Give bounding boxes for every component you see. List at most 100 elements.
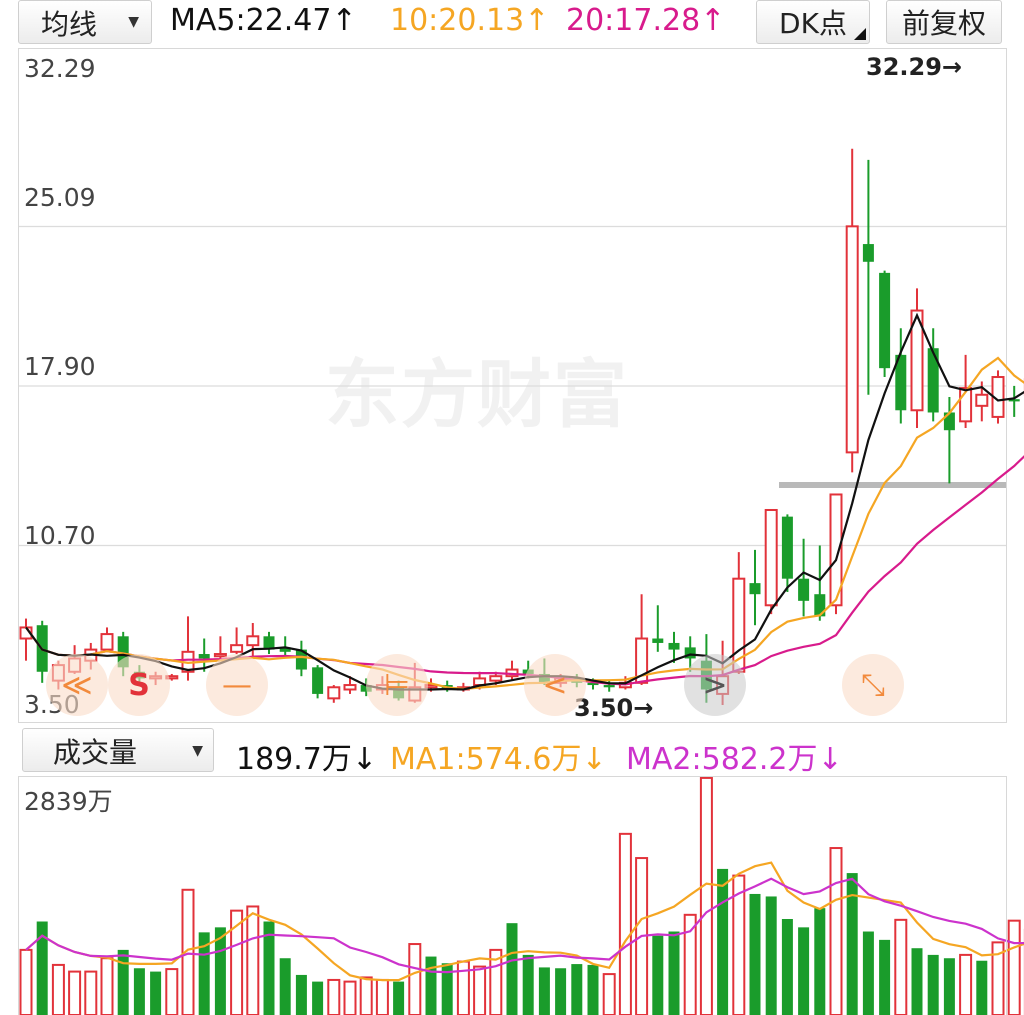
candle-body [246,635,260,647]
expand-icon[interactable]: ⤡ [842,654,904,716]
candle-body [100,633,114,651]
align-icon[interactable]: ⊨ [366,654,428,716]
candle-body [295,649,307,670]
volume-bar [522,954,534,1015]
candle-body [263,636,275,650]
price-axis-label: 17.90 [24,352,96,381]
volume-bar [425,956,437,1015]
volume-bar [571,964,583,1015]
sell-s-icon[interactable]: S [108,654,170,716]
price-chart-frame [18,48,1007,723]
candle-body [327,686,341,700]
ma5-value: MA5:22.47↑ [170,3,357,38]
volume-bar [927,954,939,1015]
volume-bar [814,908,826,1015]
volume-bar [943,958,955,1015]
minus-icon[interactable]: — [206,654,268,716]
volume-bar [150,971,162,1015]
caret-down-icon: ▼ [128,14,139,30]
volume-bar [862,931,874,1015]
volume-bar [473,965,487,1015]
candle-body [959,387,973,423]
vol-ma2-line [25,877,1024,974]
volume-bar [846,873,858,1015]
volume-selector-label: 成交量 [53,736,138,769]
candle-body [230,644,244,653]
volume-bar [732,874,746,1015]
vol-ma1-value: MA1:574.6万↓ [390,742,607,777]
adjust-button[interactable]: 前复权 [886,0,1002,44]
candle-body [603,685,615,688]
ma20-value: 20:17.28↑ [566,3,726,38]
volume-bar [246,905,260,1015]
high-price-marker: 32.29→ [866,53,963,81]
candle-body [975,393,989,407]
candle-body [814,594,826,617]
volume-bar [279,958,291,1015]
candle-body [910,309,924,412]
volume-bar [911,948,923,1015]
indicator-label: 均线 [41,8,98,41]
caret-down-icon: ▼ [192,743,203,759]
candle-body [1008,399,1020,402]
candle-body [312,667,324,694]
volume-bar [976,960,988,1015]
dk-point-button[interactable]: DK点 [756,0,870,44]
volume-bar [749,893,761,1015]
volume-bar [798,927,810,1015]
volume-bar [263,921,275,1015]
candle-body [879,272,891,369]
indicator-toolbar: 均线 ▼ MA5:22.47↑ 10:20.13↑ 20:17.28↑ DK点 … [0,0,1024,46]
ma20-line [25,455,1024,686]
volume-bar [1007,919,1021,1015]
volume-bar [198,932,210,1015]
candle-body [684,647,696,659]
volume-bar [781,918,793,1015]
volume-bar [117,949,129,1015]
volume-value: 189.7万↓ [236,742,378,777]
candle-body [668,642,680,650]
candle-body [117,636,129,668]
candle-body [943,412,955,431]
volume-chart-frame [18,776,1007,1015]
vol-ma2-value: MA2:582.2万↓ [626,742,843,777]
watermark: 东方财富 [325,352,629,438]
candle-body [587,682,599,686]
chevron-double-left-icon[interactable]: ≪ [46,654,108,716]
ma5-line [25,312,1024,691]
chevron-left-icon[interactable]: < [524,654,586,716]
volume-bar [879,939,891,1015]
ma10-line [25,356,1024,691]
candle-body [343,684,357,691]
candle-body [798,578,810,601]
candle-body [635,637,649,684]
volume-bar [991,941,1005,1015]
volume-bar [214,927,226,1015]
candle-body [489,675,503,682]
candle-body [781,516,793,579]
volume-bar [230,909,244,1015]
candle-body [829,493,843,607]
chevron-right-icon[interactable]: > [684,654,746,716]
volume-bar [359,976,373,1015]
indicator-selector[interactable]: 均线 ▼ [18,0,152,44]
volume-indicator-selector[interactable]: 成交量 ▼ [22,728,214,772]
price-axis-label: 32.29 [24,54,96,83]
volume-bar [894,918,908,1015]
volume-bar [441,963,453,1015]
volume-bar [618,832,632,1015]
candle-body [927,348,939,413]
volume-bar [36,921,48,1015]
volume-bar [133,968,145,1015]
candle-body [198,654,210,659]
candle-body [764,508,778,607]
price-axis-label: 25.09 [24,183,96,212]
volume-bar [312,981,324,1015]
candle-body [652,638,664,643]
volume-bar [538,967,550,1015]
volume-bar [765,896,777,1015]
corner-triangle-icon [854,28,866,40]
volume-bar [295,974,307,1015]
adjust-label: 前复权 [901,7,986,40]
